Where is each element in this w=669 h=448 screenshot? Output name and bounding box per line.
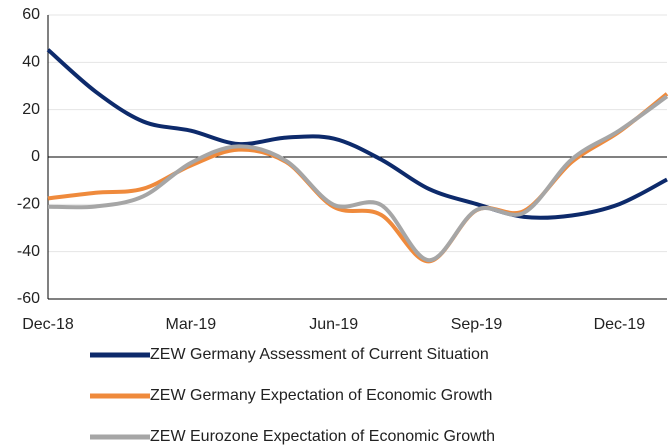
y-tick-label: -40 [17,243,40,260]
y-tick-label: 60 [22,6,40,23]
series-line [47,94,669,263]
series-line [46,48,668,220]
x-tick-label: Dec-19 [594,316,646,333]
x-tick-label: Dec-18 [22,316,74,333]
y-tick-label: 40 [22,54,40,71]
legend-label: ZEW Germany Expectation of Economic Grow… [150,387,492,404]
legend-label: ZEW Germany Assessment of Current Situat… [150,346,489,363]
legend-label: ZEW Eurozone Expectation of Economic Gro… [150,428,495,445]
y-tick-label: 0 [31,148,40,165]
x-tick-label: Jun-19 [309,316,358,333]
y-tick-label: -60 [17,290,40,307]
y-tick-label: 20 [22,101,40,118]
x-tick-label: Mar-19 [166,316,217,333]
y-tick-label: -20 [17,196,40,213]
x-tick-label: Sep-19 [451,316,503,333]
